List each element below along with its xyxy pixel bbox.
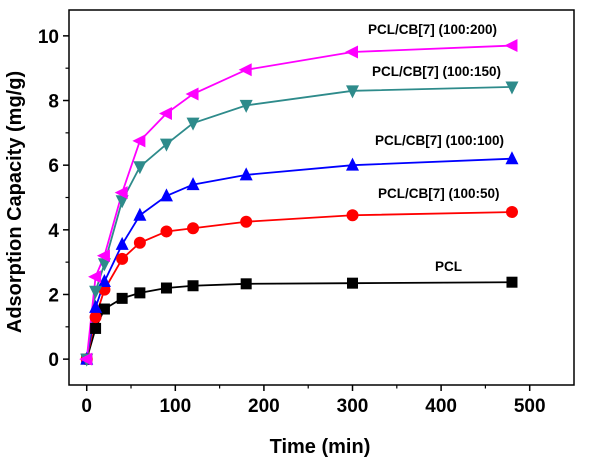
marker-triangle-left (132, 134, 146, 148)
marker-circle (505, 206, 518, 219)
series-label: PCL/CB[7] (100:200) (368, 22, 497, 37)
marker-triangle-down (239, 99, 253, 113)
marker-triangle-left (114, 186, 128, 200)
x-tick-label: 200 (248, 396, 280, 417)
marker-triangle-up (97, 274, 111, 288)
marker-triangle-left (158, 106, 172, 120)
marker-triangle-left (238, 63, 252, 77)
y-tick-label: 10 (38, 27, 59, 48)
series-line (85, 44, 513, 360)
x-tick-label: 400 (425, 396, 457, 417)
marker-triangle-up (239, 167, 253, 181)
marker-triangle-down (505, 81, 519, 95)
x-tick-label: 300 (337, 396, 369, 417)
y-tick-label: 4 (48, 221, 59, 242)
y-tick-label: 0 (48, 350, 59, 371)
marker-triangle-left (185, 87, 199, 101)
series-label: PCL/CB[7] (100:50) (378, 186, 500, 201)
marker-triangle-down (89, 285, 103, 299)
marker-triangle-down (115, 195, 129, 209)
marker-triangle-left (88, 270, 102, 284)
marker-circle (133, 236, 146, 249)
marker-square (90, 322, 102, 334)
marker-square (134, 287, 146, 299)
series-markers (79, 39, 519, 367)
y-tick-label: 8 (48, 92, 59, 113)
marker-circle (116, 252, 129, 265)
marker-triangle-up (346, 157, 360, 171)
marker-triangle-left (96, 249, 110, 263)
marker-square (187, 280, 199, 292)
marker-square (160, 282, 172, 294)
x-axis-ticks: 0 100 200 300 400 500 (81, 385, 546, 417)
marker-triangle-up (133, 207, 147, 221)
marker-circle (160, 225, 173, 238)
marker-square (116, 292, 128, 304)
marker-circle (187, 222, 200, 235)
marker-triangle-up (89, 299, 103, 313)
series-line (85, 281, 512, 360)
marker-triangle-down (346, 85, 360, 99)
marker-triangle-up (186, 177, 200, 191)
marker-triangle-left (345, 45, 359, 59)
series-label: PCL/CB[7] (100:100) (375, 133, 504, 148)
series-line (85, 157, 513, 360)
marker-square (347, 277, 359, 289)
marker-triangle-left (79, 352, 93, 366)
marker-triangle-up (115, 236, 129, 250)
marker-circle (89, 311, 102, 324)
x-tick-label: 100 (159, 396, 191, 417)
x-axis-title: Time (min) (270, 436, 371, 458)
y-axis-ticks: 0 2 4 6 8 10 (38, 27, 69, 371)
y-axis-title: Adsorption Capacity (mg/g) (4, 71, 26, 333)
marker-square (98, 303, 110, 315)
series-labels: PCL PCL/CB[7] (100:50) PCL/CB[7] (100:100)… (368, 22, 504, 274)
marker-triangle-down (133, 161, 147, 175)
series-line (85, 211, 513, 360)
marker-triangle-down (186, 117, 200, 131)
marker-circle (346, 209, 359, 222)
y-tick-label: 6 (48, 156, 59, 177)
marker-triangle-up (159, 188, 173, 202)
series-label: PCL/CB[7] (100:150) (372, 64, 501, 79)
marker-triangle-down (159, 138, 173, 152)
marker-square (506, 276, 518, 288)
x-tick-label: 500 (514, 396, 546, 417)
marker-triangle-left (504, 39, 518, 53)
marker-square (240, 278, 252, 290)
y-tick-label: 2 (48, 285, 59, 306)
series-label: PCL (435, 259, 462, 274)
marker-triangle-up (505, 151, 519, 165)
x-tick-label: 0 (81, 396, 92, 417)
marker-triangle-down (97, 258, 111, 272)
marker-circle (240, 215, 253, 228)
series-line (85, 86, 513, 360)
series-lines (85, 44, 513, 360)
